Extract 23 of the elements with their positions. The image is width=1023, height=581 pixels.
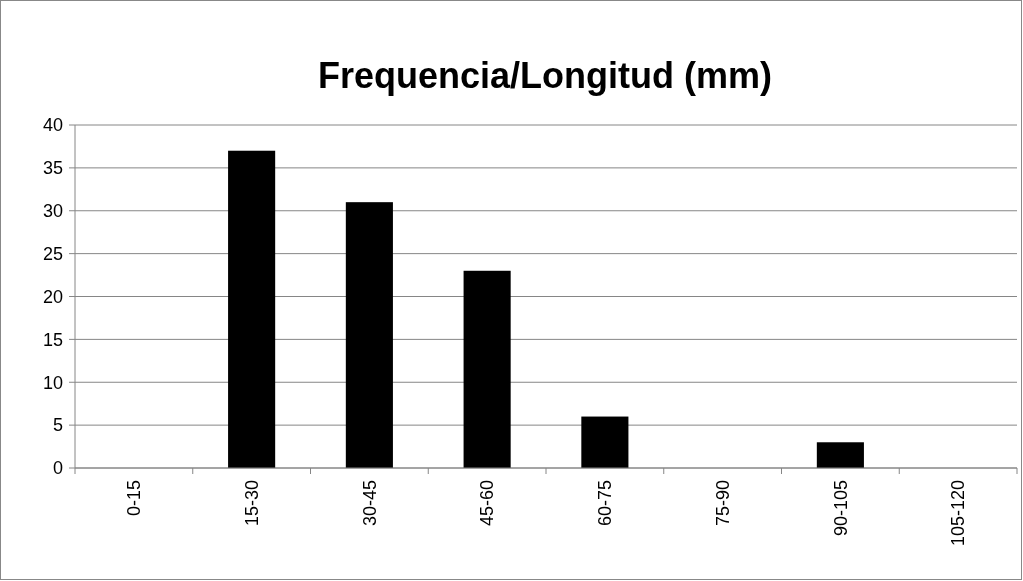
y-tick-label: 30	[42, 201, 63, 222]
y-tick-label: 35	[42, 158, 63, 179]
x-tick-label: 60-75	[595, 480, 616, 527]
x-tick-label: 90-105	[830, 480, 851, 537]
x-tick-label: 0-15	[124, 480, 145, 517]
y-tick-label: 0	[52, 458, 63, 479]
bar	[581, 416, 629, 468]
x-tick-label: 15-30	[241, 480, 262, 527]
bar	[463, 270, 511, 468]
chart-title: Frequencia/Longitud (mm)	[318, 55, 772, 96]
x-tick-label: 30-45	[359, 480, 380, 527]
bar	[228, 150, 276, 468]
y-tick-label: 5	[52, 415, 63, 436]
x-tick-label: 105-120	[948, 480, 969, 547]
y-tick-label: 40	[42, 115, 63, 136]
y-tick-label: 15	[42, 329, 63, 350]
bar	[816, 442, 864, 468]
y-tick-label: 10	[42, 372, 63, 393]
x-tick-label: 45-60	[477, 480, 498, 527]
y-tick-label: 20	[42, 286, 63, 307]
x-tick-label: 75-90	[712, 480, 733, 527]
y-tick-label: 25	[42, 243, 63, 264]
bar	[345, 202, 393, 468]
